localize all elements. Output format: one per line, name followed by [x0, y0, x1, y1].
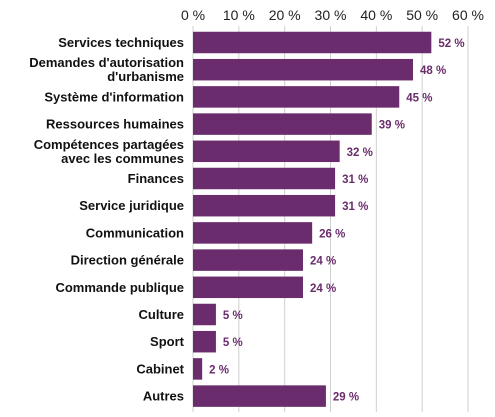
value-label: 5 % — [223, 310, 243, 322]
bar — [193, 358, 203, 380]
category-label-line: Communication — [86, 225, 184, 240]
category-label: Ressources humaines — [46, 117, 184, 132]
value-label: 5 % — [223, 337, 243, 349]
value-label: 48 % — [420, 65, 446, 77]
category-label: Service juridique — [79, 198, 184, 213]
value-label: 29 % — [333, 392, 359, 404]
bar — [193, 167, 336, 190]
category-label-line: Direction générale — [71, 253, 184, 268]
bar — [193, 385, 326, 407]
value-label: 24 % — [310, 256, 336, 268]
category-label: Demandes d'autorisation d'urbanisme — [29, 55, 184, 84]
bar — [193, 222, 313, 244]
bar — [193, 140, 340, 163]
x-tick-label: 10 % — [223, 7, 255, 23]
x-tick-label: 50 % — [406, 7, 438, 23]
bar — [193, 330, 216, 353]
category-label: Culture — [139, 307, 185, 322]
x-tick-label: 30 % — [315, 7, 347, 23]
value-label: 2 % — [209, 364, 229, 376]
category-label-line: Service juridique — [79, 198, 184, 213]
bar — [193, 31, 432, 54]
category-labels: Services techniques Demandes d'autorisati… — [29, 35, 184, 404]
x-tick-label: 40 % — [360, 7, 392, 23]
x-tick-label: 60 % — [452, 7, 484, 23]
category-label-line: Autres — [143, 389, 184, 404]
x-tick-label: 20 % — [269, 7, 301, 23]
bars — [193, 31, 432, 407]
value-label: 32 % — [347, 147, 373, 159]
bar — [193, 249, 303, 271]
category-label-line: Compétences partagées — [34, 137, 184, 152]
category-label-line: avec les communes — [61, 151, 184, 166]
bar — [193, 276, 303, 299]
category-label-line: Services techniques — [58, 35, 184, 50]
gridlines — [192, 26, 469, 412]
category-label: Compétences partagées avec les communes — [34, 137, 184, 166]
category-label-line: d'urbanisme — [107, 69, 184, 84]
bar — [193, 303, 216, 326]
bar — [193, 86, 400, 108]
category-label: Finances — [128, 171, 184, 186]
category-label-line: Finances — [128, 171, 184, 186]
value-label: 52 % — [438, 38, 464, 50]
category-label-line: Commande publique — [55, 280, 184, 295]
category-label: Communication — [86, 225, 184, 240]
value-label: 31 % — [342, 174, 368, 186]
bar — [193, 113, 372, 135]
category-label: Direction générale — [71, 253, 184, 268]
category-label-line: Ressources humaines — [46, 117, 184, 132]
category-label-line: Demandes d'autorisation — [29, 55, 184, 70]
category-label: Cabinet — [136, 361, 184, 376]
category-label-line: Sport — [150, 334, 185, 349]
bar — [193, 194, 336, 217]
category-label: Services techniques — [58, 35, 184, 50]
category-label: Système d'information — [44, 89, 184, 104]
value-label: 24 % — [310, 283, 336, 295]
category-label-line: Culture — [139, 307, 185, 322]
category-label-line: Système d'information — [44, 89, 184, 104]
value-labels: 52 % 48 % 45 % 39 % 32 % 31 % 31 % 26 % 24 % 24 %… — [209, 38, 464, 404]
x-tick-label: 0 % — [181, 7, 205, 23]
value-label: 45 % — [406, 92, 432, 104]
value-label: 31 % — [342, 201, 368, 213]
category-label: Autres — [143, 389, 184, 404]
category-label: Sport — [150, 334, 185, 349]
category-label-line: Cabinet — [136, 361, 184, 376]
category-label: Commande publique — [55, 280, 184, 295]
bar — [193, 58, 413, 81]
value-label: 26 % — [319, 228, 345, 240]
value-label: 39 % — [379, 120, 405, 132]
x-axis-ticks: 0 % 10 % 20 % 30 % 40 % 50 % 60 % — [181, 7, 484, 23]
